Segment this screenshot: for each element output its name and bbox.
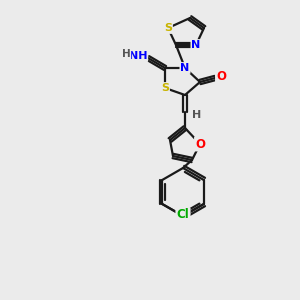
Text: S: S [161,83,169,93]
Text: H: H [122,49,130,59]
Text: Cl: Cl [177,208,190,221]
Text: NH: NH [129,51,147,61]
Text: N: N [180,63,190,73]
Text: N: N [191,40,201,50]
Text: O: O [216,70,226,83]
Text: H: H [192,110,202,120]
Text: O: O [195,137,205,151]
Text: Cl: Cl [176,208,189,221]
Text: S: S [164,23,172,33]
